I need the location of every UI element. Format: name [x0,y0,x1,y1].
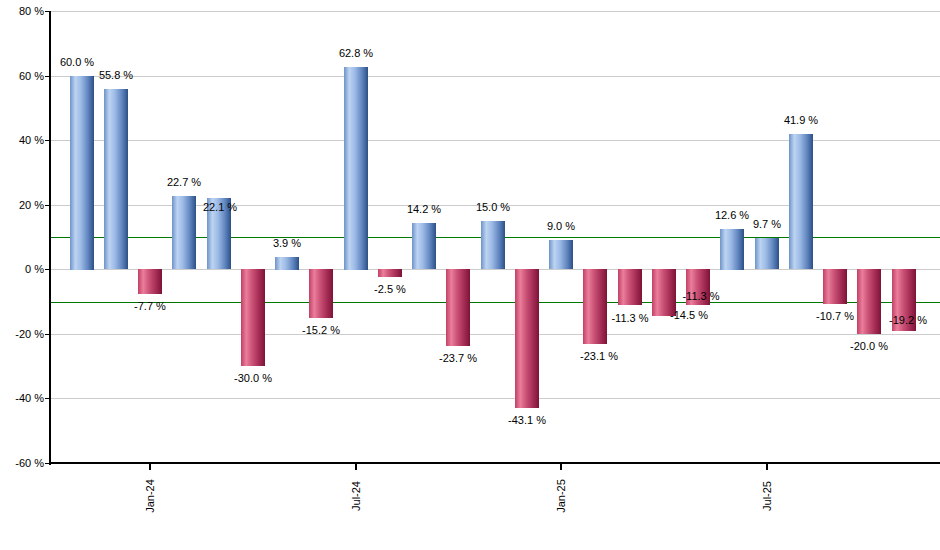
monthly-returns-bar-chart: 80 % 60 % 40 % 20 % 0 % -20 % -40 % -60 % Jan-24… [0,0,940,550]
bar [70,76,94,270]
bar-value-label: 9.7 % [737,217,797,231]
threshold-line [51,302,940,303]
bar [309,269,333,318]
bar [138,269,162,294]
bar [583,269,607,344]
x-axis-tick-label: Jan-25 [554,466,568,526]
bar-value-label: 3.9 % [257,236,317,250]
x-axis-tick-label: Jan-24 [143,466,157,526]
bar [515,269,539,408]
bar [481,221,505,269]
y-axis-line [49,11,51,465]
bar [549,240,573,269]
gridline [51,269,940,270]
gridline [51,334,940,335]
x-axis-tick-label: Jul-24 [349,466,363,526]
bar [378,269,402,277]
bar-value-label: 15.0 % [463,200,523,214]
bar-value-label: 41.9 % [771,113,831,127]
bar-value-label: 55.8 % [86,68,146,82]
y-axis-tick [45,205,49,206]
bar [720,229,744,270]
bar [344,67,368,270]
bar [446,269,470,346]
bar-value-label: -19.2 % [878,313,938,327]
gridline [51,76,940,77]
bar-value-label: -15.2 % [291,323,351,337]
bar-value-label: 60.0 % [47,55,107,69]
bar [275,257,299,270]
bar [412,223,436,269]
bar [823,269,847,304]
gridline [51,398,940,399]
bar-value-label: 22.1 % [190,200,250,214]
y-axis-tick-label: 60 % [0,69,44,83]
y-axis-tick [45,269,49,270]
bar [104,89,128,269]
bar-value-label: 22.7 % [154,175,214,189]
gridline [51,11,940,12]
y-axis-tick-label: 40 % [0,133,44,147]
y-axis-tick [45,398,49,399]
bar-value-label: 14.2 % [394,202,454,216]
y-axis-tick [45,76,49,77]
bar [755,238,779,269]
bar-value-label: 62.8 % [326,46,386,60]
y-axis-tick [45,140,49,141]
y-axis-tick-label: 20 % [0,198,44,212]
bar-value-label: -20.0 % [839,339,899,353]
bar-value-label: -23.1 % [569,349,629,363]
bar-value-label: -11.3 % [671,289,731,303]
bar [241,269,265,366]
bar-value-label: -43.1 % [497,413,557,427]
bar-value-label: -30.0 % [223,371,283,385]
bar-value-label: -2.5 % [360,282,420,296]
y-axis-tick-label: -40 % [0,391,44,405]
bar-value-label: -23.7 % [428,351,488,365]
bar-value-label: -11.3 % [600,311,660,325]
bar [618,269,642,305]
bar-value-label: 9.0 % [531,219,591,233]
bar-value-label: -10.7 % [805,309,865,323]
bar-value-label: -14.5 % [659,308,719,322]
y-axis-tick-label: -60 % [0,456,44,470]
bar [789,134,813,269]
y-axis-tick-label: 80 % [0,4,44,18]
y-axis-tick [45,334,49,335]
y-axis-tick-label: -20 % [0,327,44,341]
y-axis-tick [45,11,49,12]
x-axis-tick-label: Jul-25 [760,466,774,526]
y-axis-tick [45,463,49,464]
bar-value-label: -7.7 % [120,299,180,313]
x-axis-line [49,462,940,464]
y-axis-tick-label: 0 % [0,262,44,276]
